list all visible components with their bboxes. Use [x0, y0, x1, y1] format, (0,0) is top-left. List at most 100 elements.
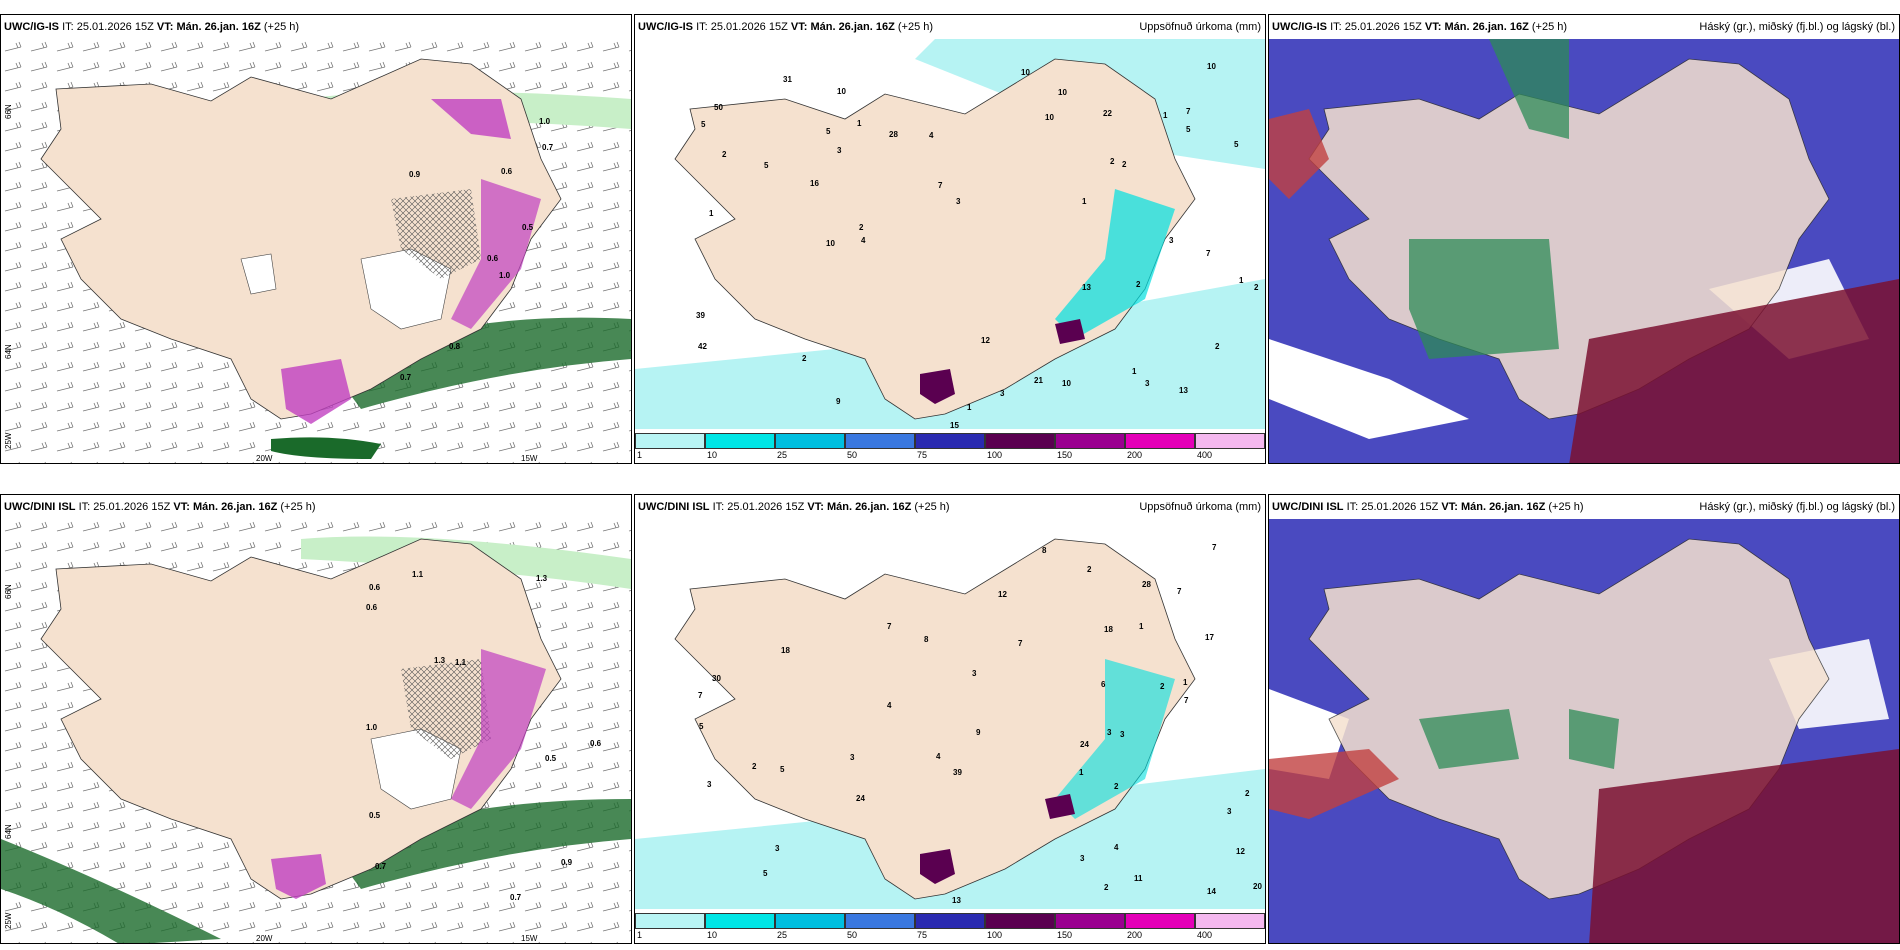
value-label: 10	[1058, 88, 1067, 97]
legend-swatch	[985, 913, 1055, 929]
legend-label: 400	[1197, 450, 1213, 460]
it-label: IT:	[1346, 501, 1359, 513]
precip-cyan-east	[1055, 659, 1175, 819]
cloud-low-south	[1589, 749, 1899, 943]
value-label: 3	[956, 197, 961, 206]
legend-label: 75	[917, 450, 928, 460]
value-label: 3	[972, 669, 977, 678]
value-label: 2	[1245, 789, 1250, 798]
value-label: 7	[698, 691, 703, 700]
value-label: 50	[714, 103, 723, 112]
legend-swatch	[775, 913, 845, 929]
value-label: 13	[1082, 283, 1091, 292]
it-label: IT:	[696, 21, 708, 33]
legend-swatch	[915, 433, 985, 449]
legend-label: 100	[987, 930, 1003, 940]
wind-map[interactable]: 66N 64N 25W 20W 15W 0.50.60.71.11.10.90.…	[1, 519, 631, 944]
value-label: 2	[859, 223, 864, 232]
value-label: 0.7	[375, 862, 387, 871]
lat-label-64: 64N	[4, 344, 13, 359]
value-label: 2	[1104, 883, 1109, 892]
value-label: 3	[707, 780, 712, 789]
legend-label: 25	[777, 930, 788, 940]
model-name: UWC/DINI ISL	[4, 501, 76, 513]
value-label: 16	[810, 179, 819, 188]
magenta-area-south	[271, 854, 326, 899]
lat-label-66: 66N	[4, 584, 13, 599]
it-value: 25.01.2026 15Z	[710, 21, 788, 33]
magenta-area-east	[451, 649, 546, 809]
value-label: 10	[826, 239, 835, 248]
value-label: 1	[1139, 622, 1144, 631]
value-label: 10	[1062, 379, 1071, 388]
legend-swatch	[635, 913, 705, 929]
legend-label: 1	[637, 450, 643, 460]
cloud-map[interactable]	[1269, 519, 1899, 944]
vt-value: Mán. 26.jan. 16Z	[1444, 21, 1529, 33]
value-label: 9	[836, 397, 841, 406]
vt-value: Mán. 26.jan. 16Z	[826, 501, 912, 513]
value-label: 3	[850, 753, 855, 762]
legend-swatch	[635, 433, 705, 449]
it-value: 25.01.2026 15Z	[93, 501, 171, 513]
value-label: 10	[1045, 113, 1054, 122]
it-value: 25.01.2026 15Z	[1344, 21, 1422, 33]
precip-core-east	[1045, 794, 1075, 819]
model-name: UWC/IG-IS	[638, 21, 693, 33]
value-label: 3	[1169, 236, 1174, 245]
precip-core-east	[1055, 319, 1085, 344]
value-label: 5	[1234, 140, 1239, 149]
model-name: UWC/DINI ISL	[1272, 501, 1344, 513]
value-label: 5	[763, 869, 768, 878]
value-label: 22	[1103, 109, 1112, 118]
value-label: 1	[1132, 367, 1137, 376]
lead-time: (+25 h)	[914, 501, 950, 513]
legend-label: 200	[1127, 930, 1143, 940]
vt-label: VT:	[807, 501, 824, 513]
green-band-south	[331, 799, 631, 889]
value-label: 6	[1101, 680, 1106, 689]
value-label: 2	[1114, 782, 1119, 791]
model-name: UWC/IG-IS	[1272, 21, 1327, 33]
value-label: 3	[837, 146, 842, 155]
value-label: 1	[857, 119, 862, 128]
value-label: 2	[1110, 157, 1115, 166]
value-label: 3	[1000, 389, 1005, 398]
cloud-high-east	[1569, 709, 1619, 769]
panel-ig-wind: UWC/IG-IS IT: 25.01.2026 15Z VT: Mán. 26…	[0, 14, 632, 464]
cloud-high-area	[1419, 709, 1519, 769]
iceland-land	[40, 538, 562, 900]
value-label: 7	[1212, 543, 1217, 552]
lead-time: (+25 h)	[263, 21, 300, 33]
value-label: 4	[887, 701, 892, 710]
cloud-high-area	[1409, 239, 1559, 359]
cloud-map[interactable]	[1269, 39, 1899, 464]
wind-values: 0.5 0.6 0.7 1.1 1.1 0.9 0.5 1.3 1.3 0.7 0.6 1.0 0.6	[366, 570, 602, 902]
value-label: 0.6	[369, 583, 381, 592]
model-name: UWC/DINI ISL	[638, 501, 710, 513]
magenta-area-north	[431, 99, 511, 139]
value-label: 1.1	[455, 658, 467, 667]
it-value: 25.01.2026 15Z	[727, 501, 805, 513]
it-label: IT:	[78, 501, 91, 513]
legend-label: 200	[1127, 450, 1143, 460]
lon-label-25: 25W	[4, 432, 13, 449]
value-label: 18	[781, 646, 790, 655]
value-label: 10	[1021, 68, 1030, 77]
value-label: 7	[938, 181, 943, 190]
vt-value: Mán. 26.jan. 16Z	[1460, 501, 1546, 513]
value-label: 28	[1142, 580, 1151, 589]
legend-swatch	[985, 433, 1055, 449]
legend-label: 100	[987, 450, 1003, 460]
wind-map[interactable]: 66N 64N 25W 20W 15W 1.0 0.9 0.6 0.7 0.5 0.8 1.…	[1, 39, 631, 464]
value-label: 3	[1080, 854, 1085, 863]
value-label: 8	[924, 635, 929, 644]
value-label: 12	[998, 590, 1007, 599]
value-label: 42	[698, 342, 707, 351]
value-label: 7	[887, 622, 892, 631]
value-label: 1.3	[434, 656, 446, 665]
value-label: 3	[775, 844, 780, 853]
value-label: 0.7	[542, 143, 554, 152]
